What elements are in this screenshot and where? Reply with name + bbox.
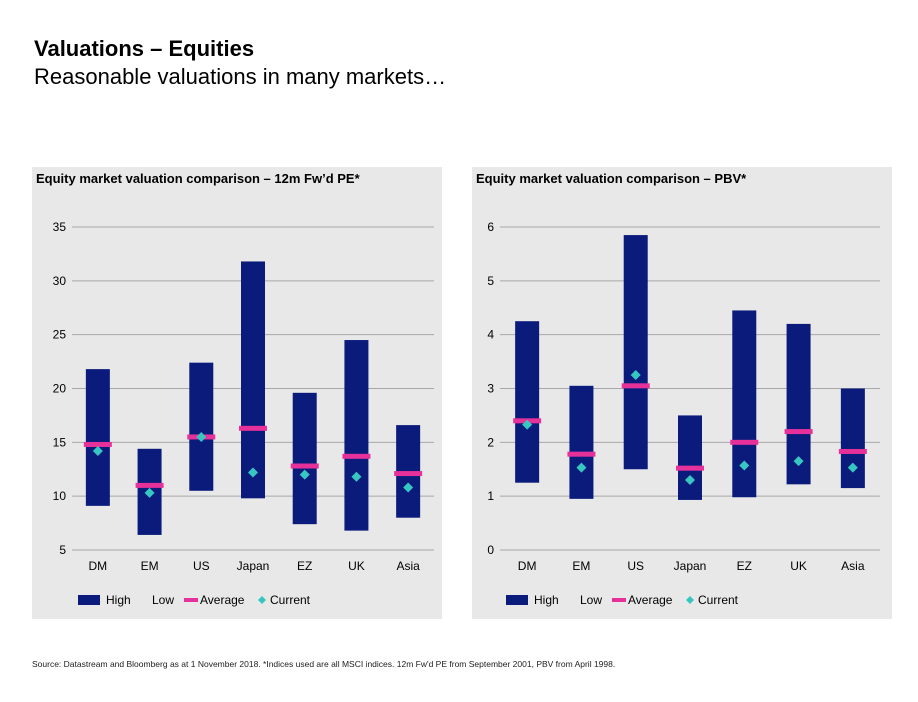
range-bar [678, 415, 702, 500]
legend-current-label: Current [270, 593, 311, 607]
average-marker [394, 471, 423, 477]
pbv-chart: 0 1 2 3 4 5 6 DM EM US Japan EZ UK Asia High Low Average… [487, 220, 880, 607]
y-tick-label: 3 [487, 382, 494, 396]
current-marker [248, 467, 258, 478]
y-tick-label: 6 [487, 220, 494, 234]
y-tick-label: 4 [487, 328, 494, 342]
x-tick-label: UK [348, 559, 365, 573]
legend-average-swatch [184, 598, 198, 602]
pe-chart-panel: Equity market valuation comparison – 12m… [32, 167, 442, 619]
average-marker [239, 425, 267, 431]
legend-high-label: High [106, 593, 131, 607]
pe-chart: 5 10 15 20 25 30 35 DM EM US Japan EZ UK Asia High Low A… [53, 220, 434, 607]
y-tick-label: 15 [53, 435, 67, 449]
range-bar [344, 340, 369, 531]
current-marker [847, 462, 858, 473]
x-tick-label: DM [518, 559, 537, 573]
average-marker [290, 463, 319, 469]
x-tick-label: US [193, 559, 210, 573]
x-tick-label: UK [790, 559, 807, 573]
current-marker [739, 460, 750, 471]
x-tick-label: EZ [297, 559, 312, 573]
current-marker [196, 431, 207, 442]
current-marker [144, 487, 155, 498]
pbv-chart-title: Equity market valuation comparison – PBV… [476, 171, 747, 186]
legend-average-label: Average [628, 593, 673, 607]
average-marker [342, 453, 371, 459]
pe-chart-title: Equity market valuation comparison – 12m… [36, 171, 360, 186]
legend-high-swatch [506, 595, 528, 605]
average-marker [621, 383, 650, 389]
x-tick-label: Asia [841, 559, 865, 573]
x-tick-label: EZ [737, 559, 752, 573]
range-bar [569, 385, 594, 499]
y-tick-label: 2 [487, 435, 494, 449]
y-tick-label: 5 [59, 543, 66, 557]
source-note: Source: Datastream and Bloomberg as at 1… [32, 659, 616, 669]
range-bar [85, 369, 110, 506]
pbv-chart-panel: Equity market valuation comparison – PBV… [472, 167, 892, 619]
current-marker [403, 482, 414, 493]
average-marker [838, 448, 867, 454]
average-marker [567, 451, 596, 457]
x-tick-label: EM [141, 559, 159, 573]
average-marker [83, 441, 112, 447]
page-subtitle: Reasonable valuations in many markets… [34, 64, 447, 89]
current-marker [576, 462, 587, 473]
legend-average-label: Average [200, 593, 245, 607]
x-tick-label: Japan [674, 559, 707, 573]
legend-current-label: Current [698, 593, 739, 607]
legend-high-swatch [78, 595, 100, 605]
average-marker [784, 429, 813, 435]
x-tick-label: Japan [237, 559, 270, 573]
legend-high-label: High [534, 593, 559, 607]
x-tick-label: US [627, 559, 644, 573]
y-tick-label: 30 [53, 274, 67, 288]
y-tick-label: 0 [487, 543, 494, 557]
average-marker [730, 439, 759, 445]
range-bar [623, 235, 648, 470]
average-marker [676, 465, 704, 471]
legend-average-swatch [612, 598, 626, 602]
range-bar [189, 362, 214, 491]
current-marker [522, 419, 533, 430]
legend-current-swatch [258, 596, 266, 604]
y-tick-label: 10 [53, 489, 67, 503]
y-tick-label: 1 [487, 489, 494, 503]
y-tick-label: 5 [487, 274, 494, 288]
x-tick-label: DM [89, 559, 108, 573]
legend-current-swatch [686, 596, 694, 604]
page-title: Valuations – Equities [34, 36, 255, 61]
legend-low-label: Low [580, 593, 602, 607]
range-bar [292, 392, 317, 525]
x-tick-label: Asia [396, 559, 420, 573]
current-marker [685, 475, 695, 486]
average-marker [135, 482, 164, 488]
range-bar [515, 321, 540, 483]
y-tick-label: 20 [53, 382, 67, 396]
current-marker [92, 445, 103, 456]
y-tick-label: 35 [53, 220, 67, 234]
range-bar [840, 388, 865, 489]
current-marker [351, 471, 362, 482]
y-tick-label: 25 [53, 328, 67, 342]
x-tick-label: EM [572, 559, 590, 573]
range-bar [241, 261, 265, 499]
current-marker [630, 370, 641, 381]
legend-low-label: Low [152, 593, 174, 607]
current-marker [793, 456, 804, 467]
current-marker [299, 469, 310, 480]
